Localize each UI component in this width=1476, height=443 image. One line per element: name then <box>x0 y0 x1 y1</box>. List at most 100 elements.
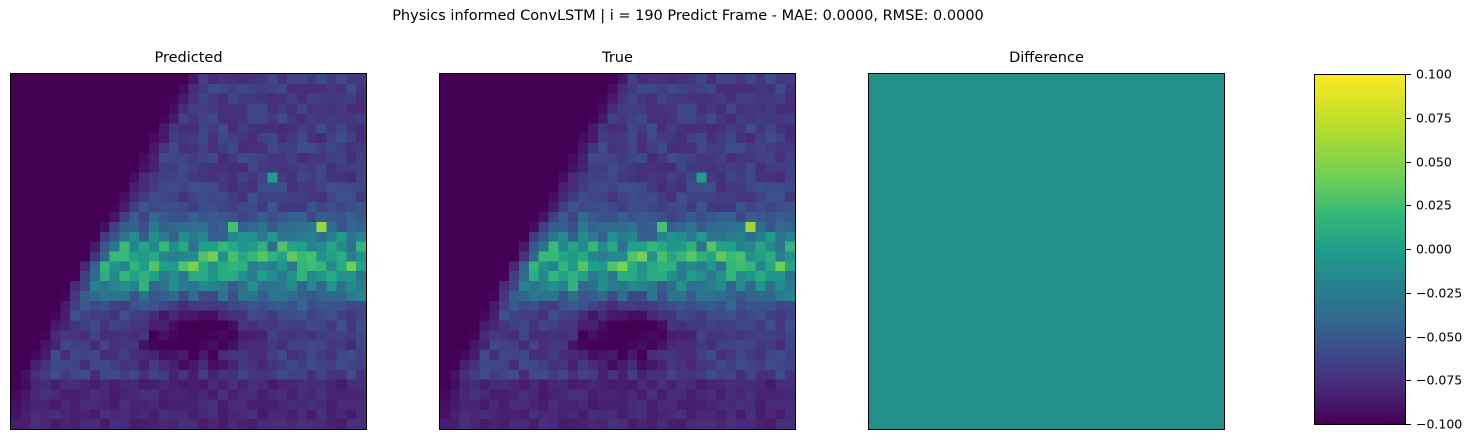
heatmap-cell <box>686 93 697 104</box>
heatmap-cell <box>119 350 130 361</box>
heatmap-cell <box>50 251 61 262</box>
heatmap-cell <box>208 271 219 282</box>
heatmap-cell <box>755 231 766 242</box>
heatmap-cell <box>528 192 539 203</box>
heatmap-cell <box>449 103 460 114</box>
heatmap-cell <box>346 271 357 282</box>
heatmap-cell <box>257 399 268 410</box>
heatmap-cell <box>518 123 529 134</box>
heatmap-cell <box>188 350 199 361</box>
heatmap-cell <box>578 162 589 173</box>
heatmap-cell <box>316 83 327 94</box>
heatmap-cell <box>489 241 500 252</box>
heatmap-cell <box>775 152 786 163</box>
heatmap-cell <box>188 379 199 390</box>
heatmap-cell <box>89 271 100 282</box>
heatmap-cell <box>627 300 638 311</box>
heatmap-cell <box>745 143 756 154</box>
heatmap-cell <box>647 113 658 124</box>
heatmap-cell <box>785 113 795 124</box>
heatmap-cell <box>706 212 717 223</box>
heatmap-cell <box>686 251 697 262</box>
heatmap-cell <box>647 83 658 94</box>
heatmap-cell <box>647 162 658 173</box>
heatmap-cell <box>20 369 31 380</box>
heatmap-cell <box>637 74 648 85</box>
heatmap-cell <box>109 103 120 114</box>
heatmap-cell <box>735 202 746 213</box>
heatmap-cell <box>656 389 668 400</box>
heatmap-cell <box>528 113 539 124</box>
heatmap-cell <box>597 271 608 282</box>
heatmap-cell <box>89 310 100 321</box>
heatmap-cell <box>518 182 529 193</box>
heatmap-cell <box>706 133 717 144</box>
heatmap-cell <box>80 359 91 371</box>
heatmap-cell <box>336 202 347 213</box>
heatmap-cell <box>218 192 229 203</box>
heatmap-cell <box>11 74 22 85</box>
heatmap-cell <box>346 182 357 193</box>
heatmap-cell <box>139 379 150 390</box>
heatmap-cell <box>168 261 179 272</box>
heatmap-cell <box>568 152 579 163</box>
heatmap-cell <box>656 409 668 420</box>
heatmap-cell <box>528 83 539 94</box>
heatmap-cell <box>489 399 500 410</box>
heatmap-cell <box>198 330 209 341</box>
heatmap-cell <box>149 162 160 173</box>
heatmap-cell <box>346 241 357 252</box>
heatmap-cell <box>696 310 707 321</box>
heatmap-cell <box>336 162 347 173</box>
heatmap-cell <box>158 192 169 203</box>
heatmap-cell <box>637 143 648 154</box>
heatmap-cell <box>119 300 130 311</box>
heatmap-cell <box>139 241 150 252</box>
heatmap-cell <box>755 212 766 223</box>
heatmap-cell <box>218 221 229 232</box>
heatmap-cell <box>509 202 520 213</box>
heatmap-cell <box>745 231 756 242</box>
heatmap-cell <box>356 369 366 380</box>
heatmap-cell <box>558 202 569 213</box>
heatmap-cell <box>627 359 638 371</box>
heatmap-cell <box>775 300 786 311</box>
heatmap-cell <box>20 409 31 420</box>
heatmap-cell <box>306 330 317 341</box>
heatmap-cell <box>178 399 189 410</box>
heatmap-cell <box>656 83 668 94</box>
heatmap-cell <box>597 182 608 193</box>
heatmap-cell <box>158 389 169 400</box>
heatmap-cell <box>785 340 795 351</box>
heatmap-cell <box>509 123 520 134</box>
heatmap-cell <box>218 419 229 429</box>
heatmap-cell <box>656 172 668 183</box>
heatmap-cell <box>178 300 189 311</box>
heatmap-cell <box>735 369 746 380</box>
heatmap-cell <box>607 330 618 341</box>
heatmap-cell <box>558 212 569 223</box>
heatmap-cell <box>198 389 209 400</box>
heatmap-cell <box>208 261 219 272</box>
heatmap-cell <box>227 290 239 302</box>
heatmap-cell <box>267 192 278 203</box>
heatmap-cell <box>785 123 795 134</box>
heatmap-cell <box>617 221 628 232</box>
heatmap-cell <box>735 330 746 341</box>
heatmap-cell <box>89 251 100 262</box>
heatmap-cell <box>597 241 608 252</box>
heatmap-cell <box>336 310 347 321</box>
heatmap-cell <box>129 123 140 134</box>
heatmap-cell <box>607 162 618 173</box>
heatmap-cell <box>459 113 470 124</box>
heatmap-cell <box>346 251 357 262</box>
heatmap-cell <box>287 133 298 144</box>
heatmap-cell <box>597 320 608 331</box>
heatmap-cell <box>765 389 776 400</box>
heatmap-cell <box>80 310 91 321</box>
heatmap-cell <box>20 83 31 94</box>
heatmap-cell <box>735 231 746 242</box>
heatmap-cell <box>745 320 756 331</box>
heatmap-cell <box>326 340 337 351</box>
heatmap-cell <box>119 271 130 282</box>
